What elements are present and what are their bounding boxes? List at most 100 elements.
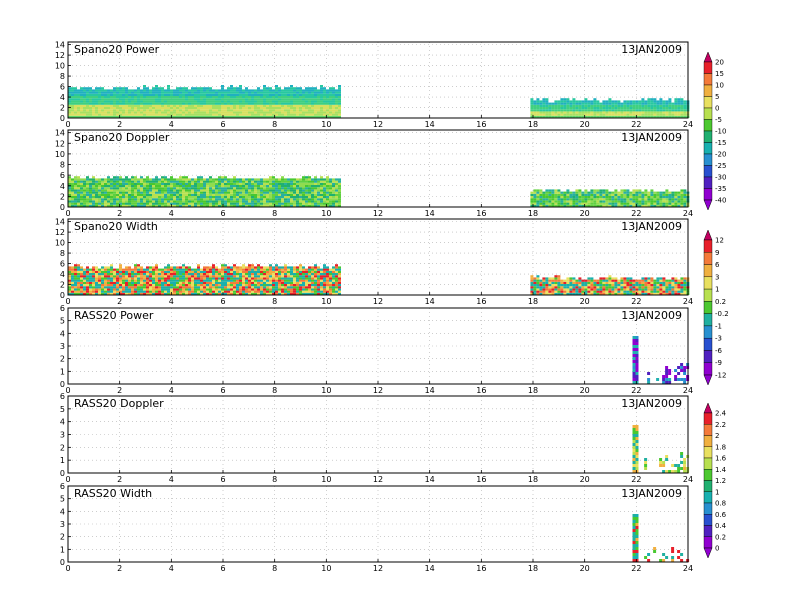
cell [260, 187, 263, 190]
cell [77, 204, 80, 207]
cell [167, 85, 170, 88]
cell [176, 185, 179, 188]
cell [302, 191, 305, 194]
cell [155, 196, 158, 199]
cell [83, 281, 86, 284]
cell [590, 277, 594, 280]
cell [119, 198, 122, 201]
cell [245, 202, 248, 205]
cell [146, 102, 149, 105]
cell [236, 189, 239, 192]
cell [230, 111, 233, 114]
cell [302, 284, 305, 287]
cell [230, 187, 233, 190]
cell [338, 113, 341, 116]
cell [77, 273, 80, 276]
cell [218, 96, 221, 99]
cell [653, 115, 657, 118]
cell [209, 281, 212, 284]
cell [113, 275, 116, 278]
cell [182, 268, 185, 271]
cell [584, 113, 588, 116]
cell [242, 189, 245, 192]
cell [131, 89, 134, 92]
cell [335, 180, 338, 183]
cell [146, 182, 149, 185]
cell [254, 193, 257, 196]
cell [182, 102, 185, 105]
cell [542, 191, 546, 194]
cell [257, 109, 260, 112]
cell [599, 102, 603, 105]
cell [263, 87, 266, 90]
cell [314, 189, 317, 192]
cell [248, 270, 251, 273]
cell [128, 113, 131, 116]
cell [80, 182, 83, 185]
cell [152, 281, 155, 284]
cell [74, 89, 77, 92]
cell [95, 286, 98, 289]
cell [590, 281, 594, 284]
cell [284, 111, 287, 114]
cell [212, 93, 215, 96]
cell [95, 270, 98, 273]
cell [98, 196, 101, 199]
cell [332, 187, 335, 190]
cell [227, 266, 230, 269]
cell [320, 189, 323, 192]
cell [221, 187, 224, 190]
cell [584, 200, 588, 203]
cell [329, 113, 332, 116]
cell [164, 176, 167, 179]
cell [272, 189, 275, 192]
cell [113, 178, 116, 181]
cell [251, 115, 254, 118]
cell [209, 107, 212, 110]
cell [68, 180, 71, 183]
cell [671, 102, 675, 105]
cell [98, 91, 101, 94]
cell [299, 109, 302, 112]
cell [617, 286, 621, 289]
cell [137, 281, 140, 284]
cell [215, 290, 218, 293]
cell [128, 290, 131, 293]
cell [317, 185, 320, 188]
x-tick-label: 12 [373, 120, 383, 129]
cell [245, 113, 248, 116]
cell [596, 286, 600, 289]
cell [110, 189, 113, 192]
cell [308, 115, 311, 118]
cell [269, 102, 272, 105]
cell [122, 102, 125, 105]
cell [74, 96, 77, 99]
cell [560, 292, 564, 295]
cell [137, 178, 140, 181]
cell [257, 187, 260, 190]
cell [611, 109, 615, 112]
cell [95, 193, 98, 196]
cell [278, 98, 281, 101]
cell [209, 273, 212, 276]
cell [83, 102, 86, 105]
cell [278, 185, 281, 188]
cell [305, 111, 308, 114]
cell [674, 202, 678, 205]
cell [98, 89, 101, 92]
cell [536, 189, 540, 192]
cell [155, 200, 158, 203]
cell [275, 89, 278, 92]
cell [683, 189, 687, 192]
cell [611, 286, 615, 289]
cell [119, 270, 122, 273]
cell [239, 200, 242, 203]
cell [74, 273, 77, 276]
cell [83, 109, 86, 112]
cell [164, 284, 167, 287]
cell [227, 102, 230, 105]
cell [578, 191, 582, 194]
cell [263, 185, 266, 188]
cell [227, 288, 230, 291]
cell [176, 270, 179, 273]
